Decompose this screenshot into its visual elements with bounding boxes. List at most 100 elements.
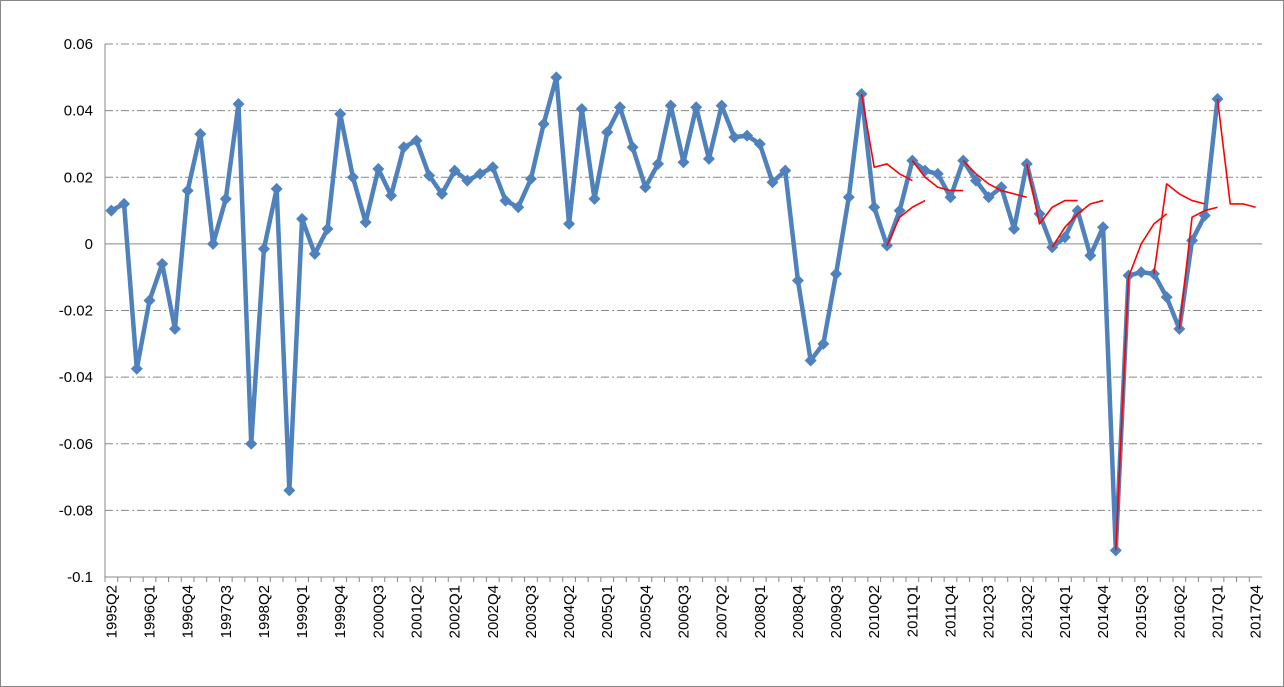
data-point <box>842 191 855 204</box>
x-tick-label: 2014Q1 <box>1057 585 1074 638</box>
x-tick-label: 2002Q1 <box>447 585 464 638</box>
x-tick-label: 2017Q1 <box>1210 585 1227 638</box>
data-point <box>207 237 220 250</box>
data-point <box>830 267 843 280</box>
data-point <box>308 247 321 260</box>
data-point <box>817 337 830 350</box>
data-point <box>1008 222 1021 235</box>
data-point <box>423 169 436 182</box>
series-line <box>1153 183 1205 274</box>
data-point <box>1160 291 1173 304</box>
x-tick-label: 1996Q1 <box>142 585 159 638</box>
data-point <box>499 194 512 207</box>
x-tick-label: 2008Q1 <box>752 585 769 638</box>
data-point <box>982 191 995 204</box>
data-point <box>232 97 245 110</box>
x-tick-label: 2006Q3 <box>676 585 693 638</box>
x-tick-label: 2015Q3 <box>1133 585 1150 638</box>
data-point <box>461 174 474 187</box>
data-point <box>435 187 448 200</box>
data-point <box>474 167 487 180</box>
data-point <box>486 161 499 174</box>
data-point <box>741 129 754 142</box>
data-point <box>677 156 690 169</box>
x-tick-label: 1999Q4 <box>332 585 349 638</box>
series-line <box>911 160 964 192</box>
data-point <box>969 174 982 187</box>
series-line <box>860 93 913 182</box>
data-point <box>1058 231 1071 244</box>
data-point <box>715 99 728 112</box>
series-line <box>1178 206 1218 329</box>
data-point <box>791 274 804 287</box>
series-line <box>962 160 1027 199</box>
data-point <box>728 131 741 144</box>
data-point <box>588 192 601 205</box>
data-point <box>575 102 588 115</box>
data-point <box>690 101 703 114</box>
y-tick-label: 0 <box>85 236 93 253</box>
data-point <box>1211 92 1224 105</box>
y-tick-label: -0.08 <box>59 502 93 519</box>
x-tick-label: 2012Q3 <box>981 585 998 638</box>
data-point <box>1084 249 1097 262</box>
data-point <box>626 141 639 154</box>
data-point <box>893 204 906 217</box>
data-point <box>143 294 156 307</box>
x-tick-label: 2010Q2 <box>866 585 883 638</box>
data-point <box>283 484 296 497</box>
data-point <box>995 181 1008 194</box>
x-tick-label: 2002Q4 <box>485 585 502 638</box>
data-point <box>1109 544 1122 557</box>
x-tick-label: 2013Q2 <box>1019 585 1036 638</box>
y-tick-label: 0.06 <box>64 36 93 53</box>
data-point <box>868 201 881 214</box>
data-point <box>219 192 232 205</box>
data-point <box>130 362 143 375</box>
x-tick-label: 2017Q4 <box>1248 585 1265 638</box>
data-point <box>664 99 677 112</box>
data-point <box>537 117 550 130</box>
y-tick-label: 0.04 <box>64 103 93 120</box>
series-line <box>1026 163 1078 225</box>
x-tick-label: 2011Q1 <box>904 585 921 637</box>
x-tick-label: 2009Q3 <box>828 585 845 638</box>
x-tick-label: 2005Q1 <box>599 585 616 638</box>
x-tick-label: 2008Q4 <box>790 585 807 638</box>
data-point <box>563 217 576 230</box>
data-point <box>372 162 385 175</box>
x-tick-label: 2007Q2 <box>714 585 731 638</box>
y-tick-label: -0.06 <box>59 436 93 453</box>
data-point <box>753 137 766 150</box>
x-tick-label: 2014Q4 <box>1095 585 1112 638</box>
data-point <box>1097 221 1110 234</box>
data-point <box>944 191 957 204</box>
data-point <box>105 204 118 217</box>
x-tick-label: 2011Q4 <box>943 585 960 637</box>
x-tick-label: 2004Q2 <box>561 585 578 638</box>
data-point <box>702 152 715 165</box>
y-tick-label: -0.1 <box>67 569 93 586</box>
y-tick-label: 0.02 <box>64 169 93 186</box>
data-point <box>346 171 359 184</box>
data-point <box>181 184 194 197</box>
x-tick-label: 1996Q4 <box>180 585 197 638</box>
y-tick-label: -0.02 <box>59 303 93 320</box>
data-point <box>334 107 347 120</box>
data-point <box>168 322 181 335</box>
data-point <box>321 222 334 235</box>
data-point <box>766 176 779 189</box>
data-point <box>296 212 309 225</box>
y-tick-label: -0.04 <box>59 369 93 386</box>
data-point <box>1173 322 1186 335</box>
data-point <box>194 127 207 140</box>
data-point <box>1071 204 1084 217</box>
x-tick-label: 1995Q2 <box>103 585 120 638</box>
data-point <box>448 164 461 177</box>
data-point <box>410 134 423 147</box>
data-point <box>359 216 372 229</box>
data-point <box>245 437 258 450</box>
x-tick-label: 2005Q4 <box>637 585 654 638</box>
data-point <box>385 189 398 202</box>
